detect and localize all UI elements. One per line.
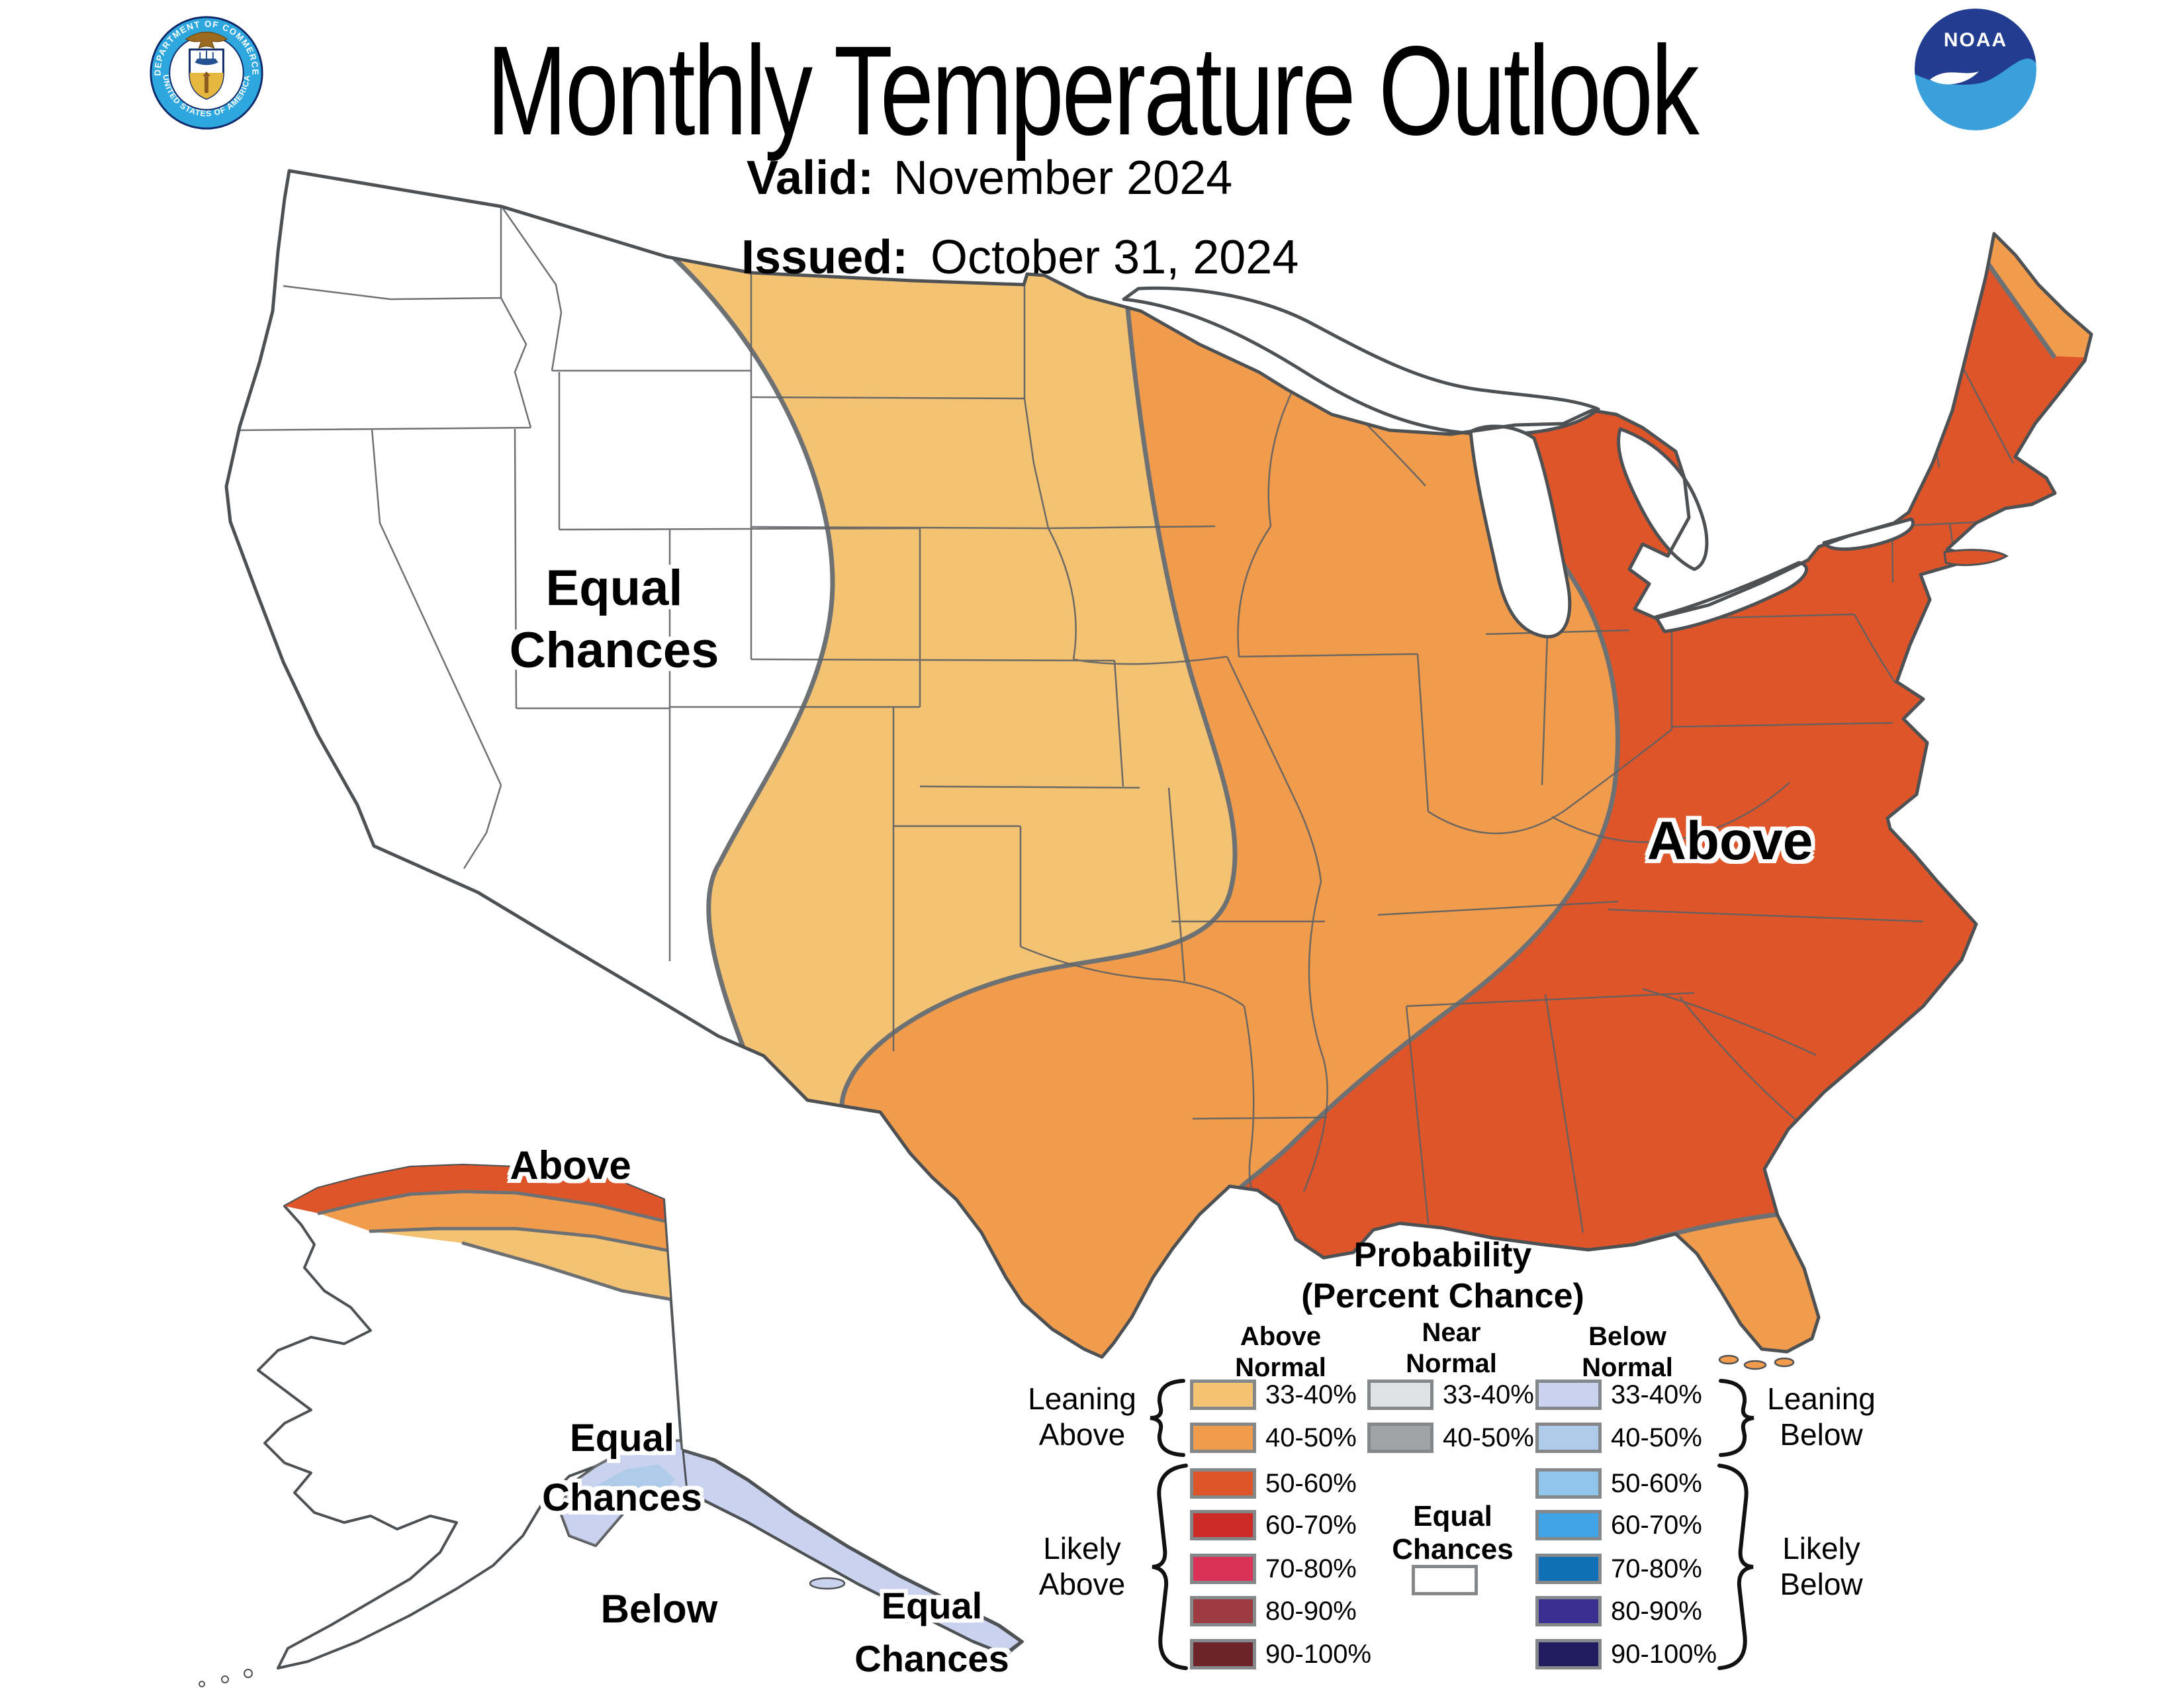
legend-group-likely-above: Likely Above <box>1038 1531 1126 1601</box>
seal-eagle-icon <box>185 32 228 49</box>
legend-title-line1: Probability <box>1353 1236 1532 1274</box>
alaska-inset <box>199 1164 1024 1687</box>
issued-value: October 31, 2024 <box>931 231 1299 284</box>
label-ak-above: Above <box>510 1143 631 1188</box>
florida-keys <box>1718 1354 1795 1370</box>
swatch-below-70-80 <box>1535 1554 1602 1584</box>
pct-below-90-100: 90-100% <box>1611 1640 1717 1669</box>
swatch-below-50-60 <box>1535 1468 1602 1499</box>
brace-likely-below <box>1717 1464 1754 1670</box>
region-maine-above-40-50 <box>1987 234 2091 357</box>
pct-below-50-60: 50-60% <box>1611 1469 1702 1498</box>
label-conus-equal-chances: Equal Chances <box>509 560 719 679</box>
legend-col-below-normal: Below Normal <box>1582 1322 1673 1382</box>
noaa-logo-text: NOAA <box>1944 29 2007 51</box>
pct-below-40-50: 40-50% <box>1611 1423 1702 1452</box>
pct-below-80-90: 80-90% <box>1611 1597 1702 1626</box>
swatch-above-90-100 <box>1190 1639 1256 1669</box>
swatch-below-60-70 <box>1535 1510 1602 1540</box>
swatch-above-50-60 <box>1190 1468 1256 1499</box>
swatch-below-33-40 <box>1535 1380 1602 1410</box>
aleutian-islands <box>199 1669 253 1687</box>
label-ak-equal-chances: Equal Chances <box>542 1417 702 1519</box>
swatch-above-80-90 <box>1190 1596 1256 1626</box>
legend-col-above-normal: Above Normal <box>1235 1322 1326 1382</box>
lake-superior <box>1122 286 1600 436</box>
region-ak-above-40-50 <box>319 1192 671 1251</box>
swatch-below-90-100 <box>1535 1639 1602 1669</box>
conus-outline <box>224 169 2093 1359</box>
brace-likely-above <box>1152 1464 1188 1670</box>
long-island <box>1943 549 2009 567</box>
noaa-gull-icon <box>1930 71 1979 85</box>
brace-leaning-above <box>1150 1379 1185 1457</box>
pct-near-40-50: 40-50% <box>1443 1423 1534 1452</box>
pct-above-70-80: 70-80% <box>1265 1554 1357 1583</box>
legend-col-near-normal: Near Normal <box>1406 1318 1497 1378</box>
state-borders <box>238 207 2015 1233</box>
swatch-near-40-50 <box>1367 1423 1433 1453</box>
valid-label: Valid: <box>747 152 874 205</box>
legend-braces <box>1150 1379 1754 1670</box>
ak-panhandle-islands <box>809 1577 925 1623</box>
pct-above-50-60: 50-60% <box>1265 1469 1357 1498</box>
region-florida-above-40-50 <box>1607 1214 1819 1352</box>
label-ak-below: Below <box>600 1587 718 1631</box>
label-ak-panhandle-equal-chances: Equal Chances <box>854 1585 1009 1679</box>
label-conus-above: Above <box>1647 811 1813 871</box>
swatch-equal-chances <box>1412 1565 1478 1595</box>
pct-above-40-50: 40-50% <box>1265 1423 1357 1452</box>
pct-near-33-40: 33-40% <box>1443 1380 1534 1409</box>
pct-below-33-40: 33-40% <box>1611 1380 1702 1409</box>
legend-title-line2: (Percent Chance) <box>1301 1277 1584 1315</box>
legend-group-leaning-below: Leaning Below <box>1767 1382 1876 1452</box>
issued-label: Issued: <box>741 231 909 284</box>
ak-canada-border <box>662 1199 683 1450</box>
pct-above-33-40: 33-40% <box>1265 1380 1357 1409</box>
noaa-logo: NOAA <box>1915 9 2036 130</box>
swatch-above-40-50 <box>1190 1423 1256 1453</box>
swatch-above-70-80 <box>1190 1554 1256 1584</box>
lake-michigan <box>1469 424 1572 639</box>
legend-equal-chances-label: Equal Chances <box>1392 1500 1514 1566</box>
seal-shield-icon <box>189 48 224 100</box>
lake-huron <box>1617 427 1709 571</box>
pct-above-90-100: 90-100% <box>1265 1640 1372 1669</box>
region-ak-panhandle-below-33-40 <box>682 1449 1023 1655</box>
pct-below-60-70: 60-70% <box>1611 1511 1702 1540</box>
brace-leaning-below <box>1719 1379 1754 1457</box>
legend-group-likely-below: Likely Below <box>1780 1531 1863 1601</box>
swatch-below-40-50 <box>1535 1423 1602 1453</box>
swatch-above-60-70 <box>1190 1510 1256 1540</box>
pct-below-70-80: 70-80% <box>1611 1554 1702 1583</box>
valid-value: November 2024 <box>893 152 1233 205</box>
commerce-seal: DEPARTMENT OF COMMERCE UNITED STATES OF … <box>150 16 263 130</box>
pct-above-60-70: 60-70% <box>1265 1511 1357 1540</box>
swatch-near-33-40 <box>1367 1380 1433 1410</box>
region-ak-above-50-60 <box>285 1165 668 1222</box>
noaa-dark-wave <box>1915 9 2036 85</box>
pct-above-80-90: 80-90% <box>1265 1597 1357 1626</box>
swatch-above-33-40 <box>1190 1380 1256 1410</box>
legend-group-leaning-above: Leaning Above <box>1028 1382 1136 1452</box>
swatch-below-80-90 <box>1535 1596 1602 1626</box>
page-title: Monthly Temperature Outlook <box>486 19 1699 162</box>
